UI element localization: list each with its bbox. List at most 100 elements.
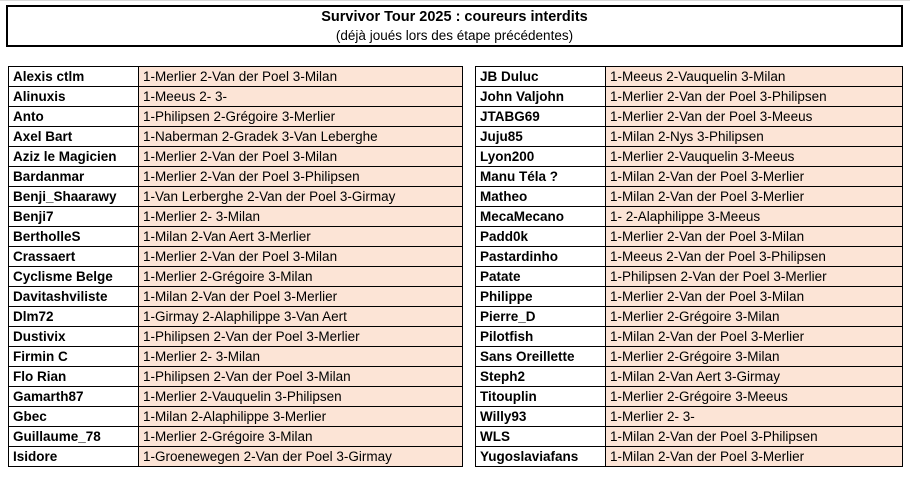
table-row: Juju85 1-Milan 2-Nys 3-Philipsen — [475, 126, 903, 147]
player-name-cell[interactable]: Steph2 — [475, 366, 606, 387]
banned-riders-cell[interactable]: 1-Merlier 2-Vauquelin 3-Meeus — [605, 146, 903, 167]
table-row: Benji7 1-Merlier 2- 3-Milan — [8, 206, 463, 227]
player-name-cell[interactable]: Anto — [8, 106, 139, 127]
table-row: Crassaert 1-Merlier 2-Van der Poel 3-Mila… — [8, 246, 463, 267]
table-row: Steph2 1-Milan 2-Van Aert 3-Girmay — [475, 366, 903, 387]
player-name-cell[interactable]: Benji_Shaarawy — [8, 186, 139, 207]
banned-riders-cell[interactable]: 1-Milan 2-Van Aert 3-Merlier — [138, 226, 463, 247]
player-name-cell[interactable]: Juju85 — [475, 126, 606, 147]
player-name-cell[interactable]: BertholleS — [8, 226, 139, 247]
table-row: Isidore 1-Groenewegen 2-Van der Poel 3-Gi… — [8, 446, 463, 467]
player-name-cell[interactable]: MecaMecano — [475, 206, 606, 227]
table-row: Manu Téla ? 1-Milan 2-Van der Poel 3-Merl… — [475, 166, 903, 187]
banned-riders-cell[interactable]: 1-Girmay 2-Alaphilippe 3-Van Aert — [138, 306, 463, 327]
banned-riders-cell[interactable]: 1-Philipsen 2-Van der Poel 3-Merlier — [138, 326, 463, 347]
player-name-cell[interactable]: Titouplin — [475, 386, 606, 407]
banned-riders-cell[interactable]: 1-Merlier 2-Grégoire 3-Milan — [605, 346, 903, 367]
banned-riders-cell[interactable]: 1-Van Lerberghe 2-Van der Poel 3-Girmay — [138, 186, 463, 207]
banned-riders-cell[interactable]: 1-Merlier 2-Vauquelin 3-Philipsen — [138, 386, 463, 407]
player-name-cell[interactable]: Sans Oreillette — [475, 346, 606, 367]
banned-riders-cell[interactable]: 1-Merlier 2- 3-Milan — [138, 206, 463, 227]
title-box: Survivor Tour 2025 : coureurs interdits … — [6, 5, 903, 47]
banned-riders-cell[interactable]: 1-Meeus 2-Vauquelin 3-Milan — [605, 66, 903, 87]
player-name-cell[interactable]: Axel Bart — [8, 126, 139, 147]
player-name-cell[interactable]: Flo Rian — [8, 366, 139, 387]
banned-riders-cell[interactable]: 1-Milan 2-Nys 3-Philipsen — [605, 126, 903, 147]
banned-riders-cell[interactable]: 1-Philipsen 2-Grégoire 3-Merlier — [138, 106, 463, 127]
banned-riders-cell[interactable]: 1-Merlier 2-Van der Poel 3-Milan — [138, 246, 463, 267]
table-row: Dlm72 1-Girmay 2-Alaphilippe 3-Van Aert — [8, 306, 463, 327]
player-name-cell[interactable]: Cyclisme Belge — [8, 266, 139, 287]
player-name-cell[interactable]: Benji7 — [8, 206, 139, 227]
banned-riders-cell[interactable]: 1-Philipsen 2-Van der Poel 3-Merlier — [605, 266, 903, 287]
player-name-cell[interactable]: Pastardinho — [475, 246, 606, 267]
banned-riders-cell[interactable]: 1-Milan 2-Alaphilippe 3-Merlier — [138, 406, 463, 427]
player-name-cell[interactable]: Alexis ctlm — [8, 66, 139, 87]
player-name-cell[interactable]: Philippe — [475, 286, 606, 307]
banned-riders-cell[interactable]: 1-Merlier 2- 3- — [605, 406, 903, 427]
player-name-cell[interactable]: Alinuxis — [8, 86, 139, 107]
player-name-cell[interactable]: Dlm72 — [8, 306, 139, 327]
banned-riders-cell[interactable]: 1-Meeus 2- 3- — [138, 86, 463, 107]
player-name-cell[interactable]: Padd0k — [475, 226, 606, 247]
table-row: Firmin C 1-Merlier 2- 3-Milan — [8, 346, 463, 367]
player-name-cell[interactable]: Matheo — [475, 186, 606, 207]
banned-riders-cell[interactable]: 1-Milan 2-Van Aert 3-Girmay — [605, 366, 903, 387]
table-row: JTABG69 1-Merlier 2-Van der Poel 3-Meeus — [475, 106, 903, 127]
banned-riders-cell[interactable]: 1-Merlier 2-Grégoire 3-Milan — [605, 306, 903, 327]
player-name-cell[interactable]: John Valjohn — [475, 86, 606, 107]
player-name-cell[interactable]: Guillaume_78 — [8, 426, 139, 447]
player-name-cell[interactable]: WLS — [475, 426, 606, 447]
table-row: Davitashviliste 1-Milan 2-Van der Poel 3-… — [8, 286, 463, 307]
banned-riders-cell[interactable]: 1-Milan 2-Van der Poel 3-Merlier — [605, 446, 903, 467]
banned-riders-cell[interactable]: 1-Meeus 2-Van der Poel 3-Philipsen — [605, 246, 903, 267]
banned-riders-cell[interactable]: 1-Milan 2-Van der Poel 3-Merlier — [138, 286, 463, 307]
banned-riders-cell[interactable]: 1-Merlier 2-Van der Poel 3-Milan — [138, 66, 463, 87]
banned-riders-cell[interactable]: 1-Merlier 2-Van der Poel 3-Milan — [605, 286, 903, 307]
table-row: JB Duluc 1-Meeus 2-Vauquelin 3-Milan — [475, 66, 903, 87]
banned-riders-cell[interactable]: 1-Merlier 2-Grégoire 3-Milan — [138, 426, 463, 447]
table-row: Flo Rian 1-Philipsen 2-Van der Poel 3-Mil… — [8, 366, 463, 387]
player-name-cell[interactable]: Davitashviliste — [8, 286, 139, 307]
player-name-cell[interactable]: Lyon200 — [475, 146, 606, 167]
banned-riders-cell[interactable]: 1-Merlier 2-Van der Poel 3-Milan — [605, 226, 903, 247]
player-name-cell[interactable]: Willy93 — [475, 406, 606, 427]
table-row: Sans Oreillette 1-Merlier 2-Grégoire 3-Mi… — [475, 346, 903, 367]
banned-riders-cell[interactable]: 1-Merlier 2-Van der Poel 3-Meeus — [605, 106, 903, 127]
banned-riders-cell[interactable]: 1-Merlier 2-Van der Poel 3-Philipsen — [138, 166, 463, 187]
player-name-cell[interactable]: Pierre_D — [475, 306, 606, 327]
banned-riders-cell[interactable]: 1-Merlier 2-Grégoire 3-Meeus — [605, 386, 903, 407]
player-name-cell[interactable]: Crassaert — [8, 246, 139, 267]
banned-riders-table-left: Alexis ctlm 1-Merlier 2-Van der Poel 3-Mi… — [8, 66, 463, 467]
table-row: Gamarth87 1-Merlier 2-Vauquelin 3-Philips… — [8, 386, 463, 407]
player-name-cell[interactable]: Manu Téla ? — [475, 166, 606, 187]
player-name-cell[interactable]: Gamarth87 — [8, 386, 139, 407]
player-name-cell[interactable]: Yugoslaviafans — [475, 446, 606, 467]
banned-riders-cell[interactable]: 1-Naberman 2-Gradek 3-Van Leberghe — [138, 126, 463, 147]
player-name-cell[interactable]: JTABG69 — [475, 106, 606, 127]
player-name-cell[interactable]: Dustivix — [8, 326, 139, 347]
banned-riders-cell[interactable]: 1-Merlier 2-Van der Poel 3-Philipsen — [605, 86, 903, 107]
banned-riders-cell[interactable]: 1-Groenewegen 2-Van der Poel 3-Girmay — [138, 446, 463, 467]
player-name-cell[interactable]: Gbec — [8, 406, 139, 427]
table-row: Willy93 1-Merlier 2- 3- — [475, 406, 903, 427]
banned-riders-cell[interactable]: 1- 2-Alaphilippe 3-Meeus — [605, 206, 903, 227]
banned-riders-cell[interactable]: 1-Milan 2-Van der Poel 3-Merlier — [605, 186, 903, 207]
banned-riders-cell[interactable]: 1-Milan 2-Van der Poel 3-Philipsen — [605, 426, 903, 447]
player-name-cell[interactable]: Pilotfish — [475, 326, 606, 347]
player-name-cell[interactable]: Firmin C — [8, 346, 139, 367]
table-row: Lyon200 1-Merlier 2-Vauquelin 3-Meeus — [475, 146, 903, 167]
player-name-cell[interactable]: JB Duluc — [475, 66, 606, 87]
banned-riders-cell[interactable]: 1-Merlier 2-Van der Poel 3-Milan — [138, 146, 463, 167]
banned-riders-cell[interactable]: 1-Philipsen 2-Van der Poel 3-Milan — [138, 366, 463, 387]
banned-riders-cell[interactable]: 1-Merlier 2-Grégoire 3-Milan — [138, 266, 463, 287]
player-name-cell[interactable]: Aziz le Magicien — [8, 146, 139, 167]
banned-riders-cell[interactable]: 1-Merlier 2- 3-Milan — [138, 346, 463, 367]
player-name-cell[interactable]: Bardanmar — [8, 166, 139, 187]
player-name-cell[interactable]: Patate — [475, 266, 606, 287]
banned-riders-cell[interactable]: 1-Milan 2-Van der Poel 3-Merlier — [605, 326, 903, 347]
table-row: Patate 1-Philipsen 2-Van der Poel 3-Merli… — [475, 266, 903, 287]
player-name-cell[interactable]: Isidore — [8, 446, 139, 467]
page-title: Survivor Tour 2025 : coureurs interdits — [321, 8, 588, 25]
banned-riders-cell[interactable]: 1-Milan 2-Van der Poel 3-Merlier — [605, 166, 903, 187]
